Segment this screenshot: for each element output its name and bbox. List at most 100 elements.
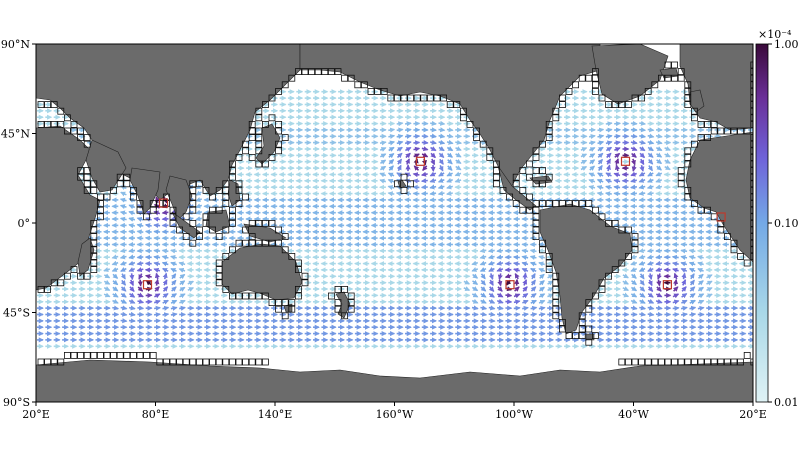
current-arrow (597, 134, 605, 140)
coastal-grid-box (585, 74, 593, 82)
current-arrow (646, 248, 654, 254)
coastal-grid-box (334, 68, 342, 75)
coastal-grid-box (592, 74, 599, 82)
current-arrow (697, 293, 705, 299)
current-arrow (471, 260, 479, 266)
coastal-grid-box (750, 74, 753, 82)
current-arrow (437, 190, 445, 196)
coastal-grid-box (684, 101, 692, 108)
current-arrow (680, 248, 688, 254)
current-arrow (161, 254, 169, 260)
current-arrow (447, 159, 453, 165)
current-arrow (613, 172, 621, 178)
coastal-grid-box (684, 81, 692, 89)
coastal-grid-box (631, 94, 639, 102)
current-arrow (421, 139, 429, 146)
current-arrow (680, 312, 688, 318)
current-arrow (630, 190, 637, 197)
current-arrow (631, 152, 637, 158)
current-arrow (111, 260, 119, 266)
current-arrow (195, 216, 202, 222)
current-arrow (422, 165, 428, 172)
coastal-grid-box (565, 88, 573, 95)
current-arrow (179, 299, 186, 305)
current-arrow (697, 299, 705, 305)
coastal-grid-boxes-layer (37, 61, 753, 366)
current-arrow (657, 273, 662, 280)
current-arrow (128, 229, 136, 235)
current-arrow (646, 190, 654, 196)
lat-tick-label: 90°N (1, 38, 30, 51)
current-arrow (395, 191, 403, 197)
current-arrow (153, 299, 161, 305)
current-arrow (162, 286, 169, 292)
current-arrow (689, 273, 695, 280)
current-arrow (605, 185, 612, 190)
current-arrow (405, 127, 412, 133)
current-arrow (689, 305, 697, 311)
current-arrow (513, 267, 520, 273)
current-arrow (655, 267, 663, 272)
current-arrow (136, 223, 144, 229)
current-arrow (647, 152, 654, 158)
coastal-grid-box (671, 74, 678, 82)
coastal-grid-box (261, 101, 269, 108)
current-arrow (530, 312, 538, 318)
current-arrow (119, 260, 127, 266)
current-arrow (446, 146, 454, 152)
current-arrow (153, 248, 161, 254)
current-arrow (447, 152, 453, 158)
current-arrow (387, 185, 395, 191)
current-arrow (689, 293, 696, 299)
current-arrow (480, 286, 487, 292)
lon-tick-label: 100°W (495, 408, 533, 421)
current-arrow (639, 298, 646, 304)
coastal-grid-box (592, 68, 599, 75)
current-arrow (681, 272, 687, 280)
current-arrow (128, 267, 136, 272)
current-arrow (613, 178, 621, 184)
coastal-grid-box (559, 94, 566, 102)
current-arrow (154, 286, 160, 292)
current-arrow (638, 248, 646, 254)
current-arrow (471, 292, 479, 298)
current-arrow (630, 171, 637, 177)
current-arrow (480, 298, 487, 304)
current-arrow (137, 279, 143, 287)
current-arrow (162, 299, 169, 305)
coastal-grid-box (413, 94, 421, 102)
current-arrow (630, 305, 638, 311)
coastal-grid-box (625, 101, 632, 108)
coastal-grid-box (407, 94, 415, 102)
current-arrow (471, 298, 479, 304)
current-arrow (112, 292, 119, 298)
current-arrow (170, 312, 178, 318)
current-arrow (480, 273, 486, 280)
current-arrow (681, 318, 688, 324)
current-arrow (128, 311, 136, 317)
coastal-grid-box (288, 74, 296, 82)
coastal-grid-box (559, 101, 566, 108)
current-arrow (638, 254, 646, 260)
colorbar-tick-label: 0.01 (774, 396, 799, 409)
current-arrow (153, 261, 161, 267)
current-arrow (170, 299, 178, 305)
current-arrow (647, 279, 653, 287)
current-arrow (430, 158, 436, 166)
current-arrow (656, 158, 663, 165)
current-arrow (605, 164, 611, 172)
coastal-grid-box (572, 81, 579, 89)
current-arrow (153, 222, 161, 229)
current-arrow (128, 216, 136, 222)
current-arrow (119, 210, 127, 216)
current-arrow (639, 311, 647, 317)
current-arrow (120, 318, 128, 324)
current-arrow (396, 127, 404, 133)
current-arrow (471, 286, 479, 292)
current-arrow (496, 305, 504, 311)
current-arrow (412, 172, 420, 178)
current-arrow (388, 165, 394, 171)
current-arrows-layer (37, 89, 753, 349)
current-arrow (706, 274, 713, 280)
current-arrow (388, 127, 396, 133)
